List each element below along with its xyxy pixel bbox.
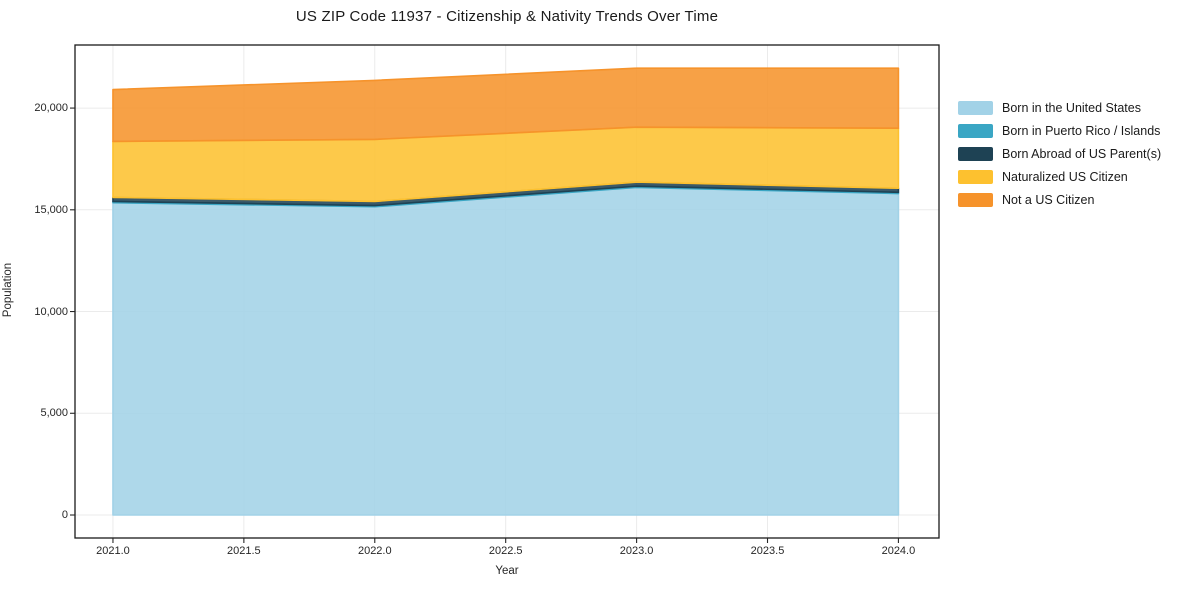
legend-swatch-icon <box>958 101 993 115</box>
legend-swatch-icon <box>958 124 993 138</box>
y-tick-label: 20,000 <box>34 102 68 115</box>
legend-item: Not a US Citizen <box>958 193 1161 207</box>
legend-item: Born in Puerto Rico / Islands <box>958 124 1161 138</box>
x-tick-label: 2023.5 <box>750 545 785 557</box>
legend-swatch-icon <box>958 170 993 184</box>
area-series-0 <box>112 186 900 516</box>
y-tick-label: 10,000 <box>34 305 68 318</box>
y-axis-label: Population <box>2 262 14 318</box>
area-series-4 <box>112 67 900 143</box>
legend-item: Born Abroad of US Parent(s) <box>958 147 1161 161</box>
y-tick-label: 0 <box>61 509 68 521</box>
stacked-areas <box>112 67 900 516</box>
x-tick-label: 2024.0 <box>881 545 916 557</box>
legend-label: Born in Puerto Rico / Islands <box>1002 124 1161 138</box>
legend-item: Naturalized US Citizen <box>958 170 1161 184</box>
x-tick-label: 2021.0 <box>96 545 130 557</box>
y-tick-label: 15,000 <box>34 203 68 216</box>
legend-label: Not a US Citizen <box>1002 193 1095 207</box>
x-axis-label: Year <box>495 565 519 577</box>
x-tick-label: 2022.0 <box>357 545 392 557</box>
axes-frame-and-ticks <box>70 44 940 543</box>
x-tick-label: 2023.0 <box>619 545 654 557</box>
plot-frame <box>74 44 940 539</box>
legend-label: Born in the United States <box>1002 101 1141 115</box>
legend-swatch-icon <box>958 147 993 161</box>
chart-title: US ZIP Code 11937 - Citizenship & Nativi… <box>295 8 719 25</box>
x-tick-label: 2022.5 <box>488 545 523 557</box>
legend-item: Born in the United States <box>958 101 1161 115</box>
legend-swatch-icon <box>958 193 993 207</box>
legend: Born in the United States Born in Puerto … <box>958 101 1161 207</box>
y-tick-label: 5,000 <box>40 407 68 420</box>
legend-label: Naturalized US Citizen <box>1002 170 1128 184</box>
x-tick-label: 2021.5 <box>227 545 261 557</box>
legend-label: Born Abroad of US Parent(s) <box>1002 147 1162 161</box>
